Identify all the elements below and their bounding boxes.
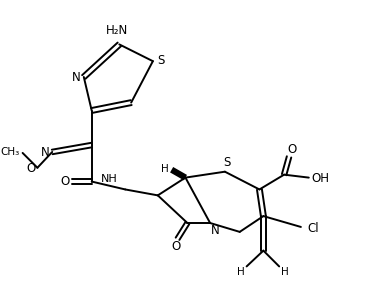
Text: S: S [223,156,230,169]
Text: OH: OH [312,172,330,185]
Text: O: O [171,240,180,253]
Text: N: N [211,225,219,237]
Text: H: H [237,267,244,277]
Text: H: H [161,164,168,174]
Text: O: O [287,143,297,157]
Text: NH: NH [101,173,118,184]
Text: O: O [26,162,35,175]
Text: O: O [61,175,70,188]
Text: Cl: Cl [307,222,319,236]
Text: N: N [41,146,50,159]
Text: H₂N: H₂N [106,24,128,37]
Text: S: S [157,54,164,67]
Text: CH₃: CH₃ [0,147,19,157]
Text: H: H [281,267,289,277]
Text: N: N [72,72,80,84]
